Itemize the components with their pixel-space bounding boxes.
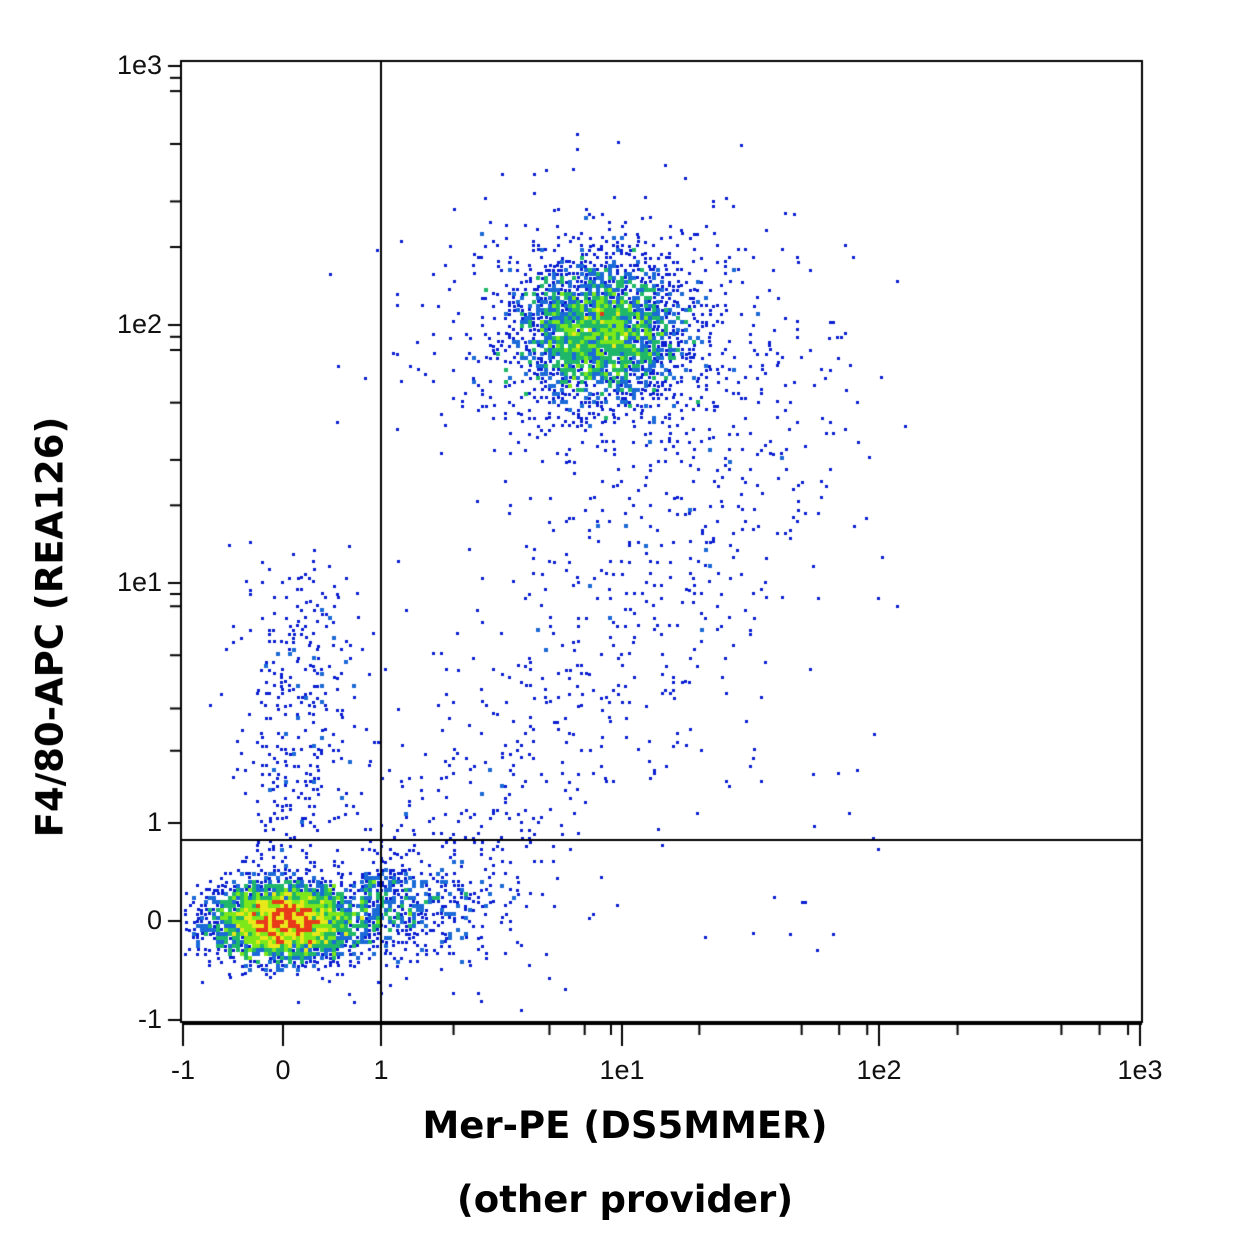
x-tick-label: 1 xyxy=(373,1055,389,1085)
x-axis-title: Mer-PE (DS5MMER) xyxy=(422,1104,828,1147)
x-tick-label: 0 xyxy=(275,1055,291,1085)
x-tick-label: 1e3 xyxy=(1117,1055,1163,1085)
y-tick-label: 1e1 xyxy=(116,567,162,597)
y-tick-label: 1e2 xyxy=(116,309,162,339)
y-tick-label: 1 xyxy=(146,807,162,837)
y-tick-label: 1e3 xyxy=(116,50,162,80)
x-axis-subtitle: (other provider) xyxy=(456,1178,794,1221)
x-tick-label: -1 xyxy=(170,1055,195,1085)
y-tick-label: 0 xyxy=(146,905,162,935)
x-tick-label: 1e2 xyxy=(856,1055,902,1085)
y-tick-label: -1 xyxy=(137,1004,162,1034)
x-tick-label: 1e1 xyxy=(599,1055,645,1085)
y-axis-title: F4/80-APC (REA126) xyxy=(28,416,72,838)
